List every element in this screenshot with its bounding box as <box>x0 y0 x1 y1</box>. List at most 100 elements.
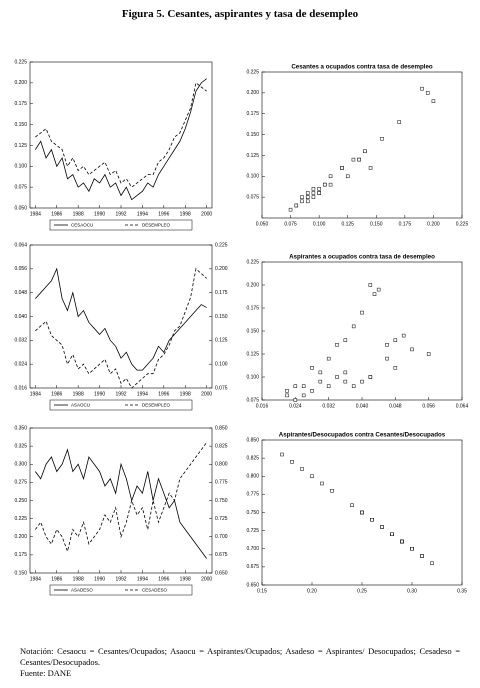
scatter-point <box>320 481 324 486</box>
source: Fuente: DANE <box>20 668 72 678</box>
scatter-point <box>363 149 367 154</box>
y-tick-label: 0.050 <box>14 205 27 211</box>
scatter-point <box>410 547 414 551</box>
scatter-point <box>317 191 321 195</box>
legend-box <box>49 219 193 231</box>
scatter-point <box>393 338 398 342</box>
legend-label: ASADESO <box>71 588 93 593</box>
y2-tick-label: 0.175 <box>215 290 228 296</box>
x-tick-label: 1992 <box>115 391 126 397</box>
x-tick-label: 1996 <box>158 391 169 397</box>
scatter-point <box>318 379 323 384</box>
scatter-point <box>317 187 321 191</box>
scatter-point <box>430 561 434 565</box>
x-tick-label: 1984 <box>30 391 41 397</box>
scatter-point <box>311 195 316 199</box>
x-tick-label: 1998 <box>180 391 191 397</box>
scatter-point <box>330 489 334 493</box>
y-tick-label: 0.100 <box>246 174 259 180</box>
scatter-point <box>311 187 316 191</box>
x-tick-label: 1992 <box>115 211 126 217</box>
scatter-point <box>425 91 430 95</box>
scatter-point <box>397 120 401 124</box>
scatter-point <box>328 182 333 187</box>
x-tick-label: 1994 <box>137 391 148 397</box>
scatter-point <box>380 525 384 529</box>
scatter-point <box>310 389 314 393</box>
y-tick-label: 0.325 <box>14 443 27 449</box>
x-tick-label: 1984 <box>30 211 41 217</box>
x-tick-label: 1994 <box>137 576 148 582</box>
y-tick-label: 0.650 <box>246 582 259 588</box>
y-tick-label: 0.275 <box>14 480 27 486</box>
chart-title: Aspirantes a ocupados contra tasa de des… <box>289 254 435 261</box>
scatter-point <box>350 503 354 507</box>
y-tick-label: 0.150 <box>14 122 27 128</box>
x-tick-label: 0.125 <box>341 221 354 227</box>
x-tick-label: 0.064 <box>456 403 469 409</box>
x-tick-label: 0.30 <box>407 588 417 594</box>
scatter-point <box>310 366 314 370</box>
y2-tick-label: 0.100 <box>215 361 228 367</box>
y-tick-label: 0.200 <box>246 90 259 96</box>
x-tick-label: 0.225 <box>456 221 469 227</box>
x-tick-label: 0.016 <box>256 403 269 409</box>
x-tick-label: 1984 <box>30 576 41 582</box>
scatter-point <box>420 554 424 558</box>
scatter-point <box>305 195 310 199</box>
scatter-point <box>351 324 356 329</box>
x-tick-label: 1990 <box>94 576 105 582</box>
scatter-point <box>340 166 344 170</box>
y-tick-label: 0.225 <box>14 59 27 65</box>
y-tick-label: 0.150 <box>246 328 259 334</box>
scatter-point <box>420 86 424 91</box>
x-tick-label: 2000 <box>201 211 212 217</box>
y2-tick-label: 0.775 <box>215 480 228 486</box>
y-tick-label: 0.125 <box>246 153 259 159</box>
x-tick-label: 2000 <box>201 391 212 397</box>
scatter-point <box>294 203 299 208</box>
plot-frame <box>29 61 213 209</box>
y2-tick-label: 0.125 <box>215 338 228 344</box>
series-line <box>35 267 207 371</box>
legend-label: DESEMPLEO <box>142 403 171 408</box>
y-tick-label: 0.075 <box>246 194 259 200</box>
y-tick-label: 0.175 <box>14 552 27 558</box>
y-tick-label: 0.200 <box>246 282 259 288</box>
scatter-point <box>290 460 294 464</box>
y-tick-label: 0.150 <box>246 132 259 138</box>
scatter-point <box>293 384 298 388</box>
scatter-point <box>345 174 350 179</box>
scatter-point <box>372 292 377 296</box>
scatter-point <box>305 199 310 204</box>
scatter-point <box>370 518 374 522</box>
x-tick-label: 1986 <box>51 576 62 582</box>
plot-frame <box>261 261 463 401</box>
y-tick-label: 0.825 <box>246 455 259 461</box>
scatter-point <box>326 384 331 388</box>
scatter-point <box>343 379 348 384</box>
x-tick-label: 1988 <box>73 576 84 582</box>
legend-label: CESADESO <box>142 588 168 593</box>
x-tick-label: 0.050 <box>256 221 269 227</box>
y-tick-label: 0.200 <box>14 80 27 86</box>
x-tick-label: 0.048 <box>389 403 402 409</box>
y-tick-label: 0.150 <box>14 570 27 576</box>
x-tick-label: 0.25 <box>357 588 367 594</box>
scatter-point <box>360 310 364 315</box>
y2-tick-label: 0.675 <box>215 552 228 558</box>
charts: 1984 1986 1988 1990 1992 1994 1996 1998 2000 0.05… <box>14 59 469 596</box>
scatter-point <box>410 347 414 352</box>
scatter-point <box>400 539 404 544</box>
scatter-point <box>351 384 356 388</box>
legend-label: ASAOCU <box>71 403 90 408</box>
plot-frame <box>261 71 463 219</box>
x-tick-label: 0.15 <box>257 588 267 594</box>
scatter-point <box>380 136 384 141</box>
scatter-point <box>343 370 348 375</box>
y-tick-label: 0.750 <box>246 510 259 516</box>
scatter-point <box>285 393 289 398</box>
scatter-point <box>300 195 304 199</box>
scatter-point <box>300 199 304 204</box>
y-tick-label: 0.100 <box>246 374 259 380</box>
